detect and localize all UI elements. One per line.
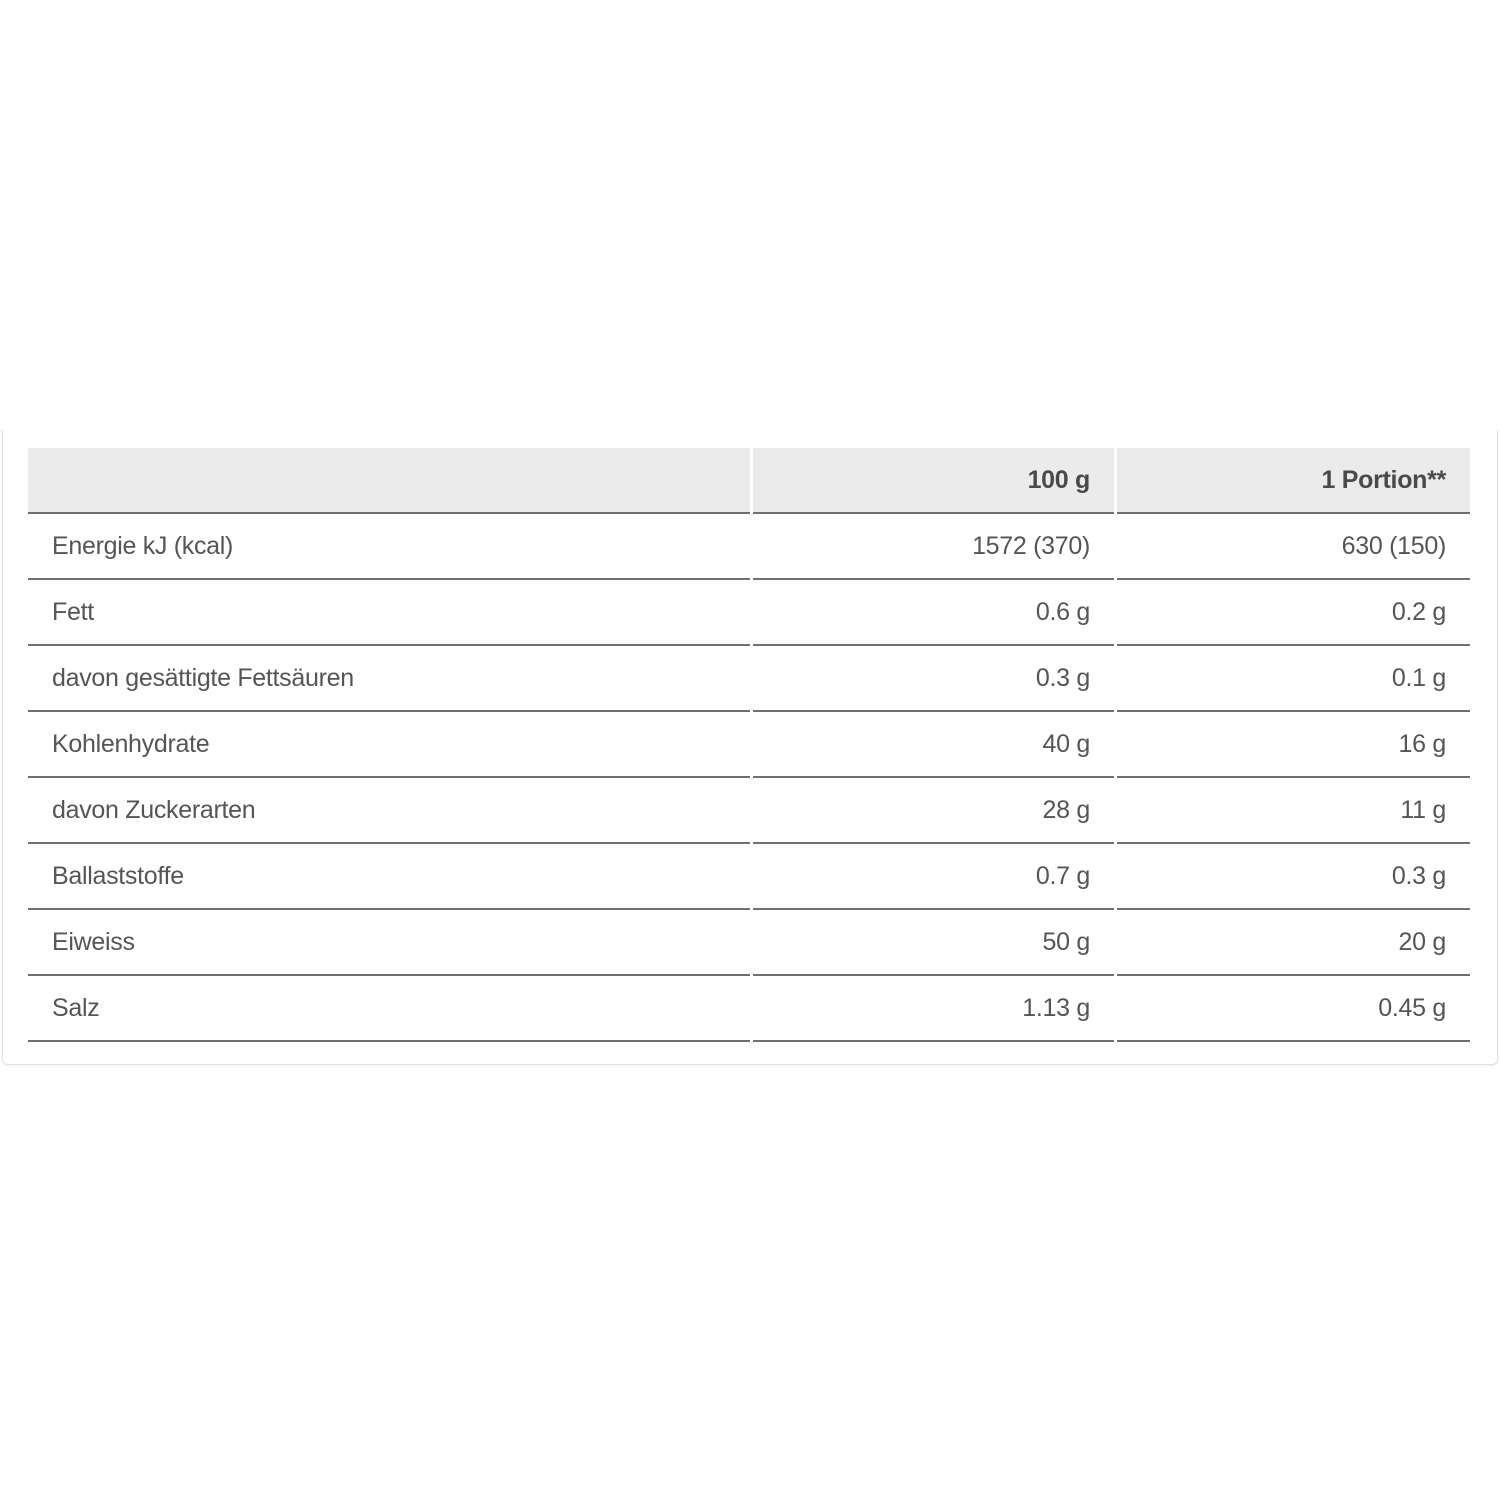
table-row: Salz 1.13 g 0.45 g <box>28 976 1470 1042</box>
value-per-100g: 1572 (370) <box>753 514 1114 580</box>
nutrient-label: Ballaststoffe <box>28 844 750 910</box>
value-per-portion: 0.2 g <box>1117 580 1470 646</box>
table-row: Eiweiss 50 g 20 g <box>28 910 1470 976</box>
value-per-portion: 0.3 g <box>1117 844 1470 910</box>
nutrient-label: davon gesättigte Fettsäuren <box>28 646 750 712</box>
nutrient-label: Kohlenhydrate <box>28 712 750 778</box>
nutrient-label: Energie kJ (kcal) <box>28 514 750 580</box>
value-per-100g: 50 g <box>753 910 1114 976</box>
nutrition-table: 100 g 1 Portion** Energie kJ (kcal) 1572 … <box>28 448 1470 1042</box>
table-header-row: 100 g 1 Portion** <box>28 448 1470 514</box>
value-per-100g: 28 g <box>753 778 1114 844</box>
table-row: Energie kJ (kcal) 1572 (370) 630 (150) <box>28 514 1470 580</box>
value-per-100g: 1.13 g <box>753 976 1114 1042</box>
table-body: Energie kJ (kcal) 1572 (370) 630 (150) Fett… <box>28 514 1470 1042</box>
value-per-100g: 40 g <box>753 712 1114 778</box>
table-row: Fett 0.6 g 0.2 g <box>28 580 1470 646</box>
nutrient-label: Eiweiss <box>28 910 750 976</box>
value-per-portion: 16 g <box>1117 712 1470 778</box>
nutrient-label: davon Zuckerarten <box>28 778 750 844</box>
value-per-portion: 20 g <box>1117 910 1470 976</box>
header-nutrient <box>28 448 750 514</box>
header-per-portion: 1 Portion** <box>1117 448 1470 514</box>
value-per-portion: 0.45 g <box>1117 976 1470 1042</box>
value-per-portion: 630 (150) <box>1117 514 1470 580</box>
nutrient-label: Fett <box>28 580 750 646</box>
nutrient-label: Salz <box>28 976 750 1042</box>
table-row: Ballaststoffe 0.7 g 0.3 g <box>28 844 1470 910</box>
table-row: Kohlenhydrate 40 g 16 g <box>28 712 1470 778</box>
nutrition-card: 100 g 1 Portion** Energie kJ (kcal) 1572 … <box>2 430 1498 1065</box>
value-per-100g: 0.7 g <box>753 844 1114 910</box>
value-per-100g: 0.6 g <box>753 580 1114 646</box>
table-row: davon gesättigte Fettsäuren 0.3 g 0.1 g <box>28 646 1470 712</box>
header-per-100g: 100 g <box>753 448 1114 514</box>
value-per-portion: 0.1 g <box>1117 646 1470 712</box>
value-per-100g: 0.3 g <box>753 646 1114 712</box>
value-per-portion: 11 g <box>1117 778 1470 844</box>
table-row: davon Zuckerarten 28 g 11 g <box>28 778 1470 844</box>
